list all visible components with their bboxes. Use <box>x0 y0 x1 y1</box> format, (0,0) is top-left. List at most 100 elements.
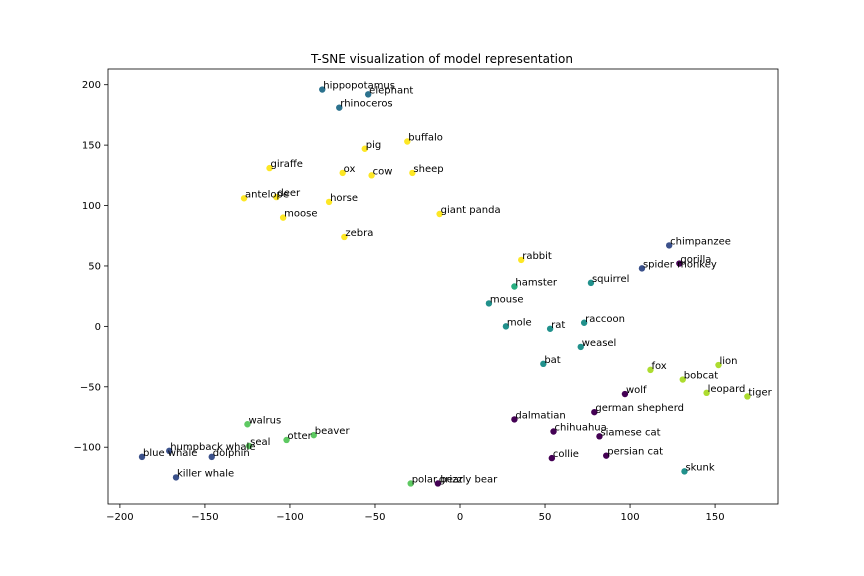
point-otter <box>283 436 290 444</box>
label-moose: moose <box>284 209 317 220</box>
label-chihuahua: chihuahua <box>555 423 607 434</box>
label-sheep: sheep <box>413 164 443 175</box>
point-hippopotamus <box>319 86 326 93</box>
point-killer-whale <box>172 474 180 481</box>
point-giraffe <box>266 164 273 172</box>
label-cow: cow <box>373 166 393 177</box>
label-giraffe: giraffe <box>271 159 303 170</box>
point-blue-whale <box>138 453 146 461</box>
label-raccoon: raccoon <box>585 314 625 325</box>
label-mole: mole <box>507 317 532 328</box>
label-wolf: wolf <box>626 385 647 396</box>
label-grizzly-bear: grizzly bear <box>439 474 498 485</box>
point-fox <box>647 366 654 374</box>
y-tick-label: 0 <box>95 322 101 333</box>
point-gorilla <box>676 260 683 267</box>
point-weasel <box>577 343 584 351</box>
point-horse <box>325 198 333 206</box>
point-hamster <box>511 283 518 290</box>
label-squirrel: squirrel <box>592 274 629 285</box>
label-tiger: tiger <box>748 387 772 398</box>
label-pig: pig <box>366 140 381 151</box>
label-ox: ox <box>344 164 356 175</box>
data-points <box>138 86 751 487</box>
point-zebra <box>341 233 348 241</box>
x-tick-label: −150 <box>191 512 218 523</box>
point-ox <box>339 169 346 177</box>
y-tick-label: 100 <box>82 201 101 212</box>
point-seal <box>245 442 253 450</box>
label-collie: collie <box>553 449 579 460</box>
point-squirrel <box>587 279 595 287</box>
y-tick-label: −100 <box>74 443 101 454</box>
label-lion: lion <box>719 356 737 367</box>
point-elephant <box>364 91 372 98</box>
point-siamese-cat <box>596 433 603 440</box>
point-leopard <box>703 389 710 397</box>
plot-area-frame <box>107 68 779 505</box>
label-antelope: antelope <box>245 189 289 200</box>
label-giant-panda: giant panda <box>441 205 501 216</box>
label-siamese-cat: siamese cat <box>600 427 660 438</box>
label-buffalo: buffalo <box>408 133 443 144</box>
point-walrus <box>244 421 251 428</box>
point-deer <box>273 193 280 201</box>
label-dalmatian: dalmatian <box>515 410 565 421</box>
label-german-shepherd: german shepherd <box>595 403 684 414</box>
label-walrus: walrus <box>248 415 281 426</box>
point-lion <box>715 361 722 369</box>
label-rhinoceros: rhinoceros <box>340 99 392 110</box>
label-bat: bat <box>544 355 560 366</box>
x-tick-label: 100 <box>621 512 640 523</box>
x-tick-label: 150 <box>706 512 725 523</box>
label-deer: deer <box>277 188 301 199</box>
label-killer-whale: killer whale <box>177 468 234 479</box>
point-sheep <box>409 169 416 177</box>
chart-title: T-SNE visualization of model representat… <box>310 52 573 66</box>
label-spider-monkey: spider monkey <box>643 259 717 270</box>
y-tick-label: 200 <box>82 80 101 91</box>
point-rhinoceros <box>336 104 343 111</box>
x-tick-label: −100 <box>276 512 303 523</box>
label-bobcat: bobcat <box>684 371 718 382</box>
label-beaver: beaver <box>315 426 351 437</box>
point-spider-monkey <box>638 265 646 272</box>
point-beaver <box>310 431 317 439</box>
y-tick-label: −50 <box>80 382 101 393</box>
label-dolphin: dolphin <box>213 448 250 459</box>
label-elephant: elephant <box>369 85 413 96</box>
point-raccoon <box>580 319 588 326</box>
point-moose <box>279 214 287 221</box>
label-gorilla: gorilla <box>680 255 711 266</box>
point-tiger <box>744 393 751 400</box>
point-grizzly-bear <box>434 480 442 487</box>
label-skunk: skunk <box>685 462 714 473</box>
label-persian-cat: persian cat <box>607 447 663 458</box>
point-dolphin <box>208 453 215 461</box>
point-buffalo <box>404 138 411 145</box>
label-hamster: hamster <box>515 278 557 289</box>
label-polar-bear: polar bear <box>412 474 464 485</box>
point-dalmatian <box>511 416 518 423</box>
point-bobcat <box>679 376 686 383</box>
point-mole <box>502 323 510 330</box>
point-pig <box>361 145 368 152</box>
label-zebra: zebra <box>345 228 373 239</box>
point-persian-cat <box>603 452 610 459</box>
x-tick-label: 50 <box>539 512 552 523</box>
point-cow <box>368 172 375 179</box>
point-giant-panda <box>436 210 443 218</box>
label-weasel: weasel <box>582 338 617 349</box>
label-humpback-whale: humpback whale <box>170 442 255 453</box>
label-horse: horse <box>330 193 358 204</box>
point-humpback-whale <box>166 447 173 455</box>
point-chihuahua <box>550 428 557 435</box>
label-rat: rat <box>551 320 565 331</box>
label-hippopotamus: hippopotamus <box>323 81 395 92</box>
label-rabbit: rabbit <box>522 251 552 262</box>
point-skunk <box>681 468 688 475</box>
label-blue-whale: blue whale <box>143 448 197 459</box>
